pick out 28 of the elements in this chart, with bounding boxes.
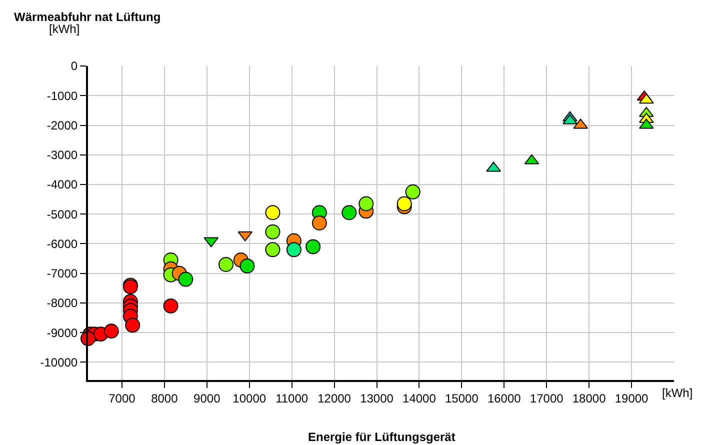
y-tick-label: -9000	[46, 326, 78, 340]
y-tick-label: -1000	[46, 88, 78, 103]
y-tick-label: -3000	[46, 148, 78, 162]
y-tick-label: 0	[70, 59, 78, 74]
x-tick-label: 8000	[151, 391, 178, 406]
x-tick-label: 9000	[194, 391, 221, 406]
text: [kWh]	[49, 22, 80, 36]
x-tick-label: 19000	[614, 391, 649, 406]
x-tick-label: 16000	[487, 391, 522, 406]
x-tick-label: 11000	[276, 391, 308, 406]
x-tick-label: 18000	[572, 391, 606, 406]
y-tick-label: -7000	[46, 266, 78, 281]
y-tick-label: -6000	[46, 236, 78, 251]
x-tick-label: 13000	[360, 391, 394, 406]
x-tick-label: 17000	[530, 391, 564, 406]
y-axis-title: Wärmeabfuhr nat Lüftung	[14, 10, 161, 24]
x-axis-title: Energie für Lüftungsgerät	[308, 430, 456, 444]
x-tick-label: 14000	[402, 391, 436, 406]
text: [kWh]	[662, 386, 693, 400]
x-tick-label: 10000	[232, 391, 266, 406]
y-tick-label: -4000	[46, 178, 78, 192]
y-tick-label: -10000	[40, 355, 78, 370]
x-tick-label: 15000	[444, 391, 479, 406]
x-tick-label: 12000	[318, 391, 352, 406]
x-tick-label: 7000	[108, 391, 136, 406]
y-tick-label: -5000	[46, 207, 78, 222]
y-tick-label: -2000	[46, 118, 78, 132]
y-tick-label: -8000	[46, 296, 78, 310]
